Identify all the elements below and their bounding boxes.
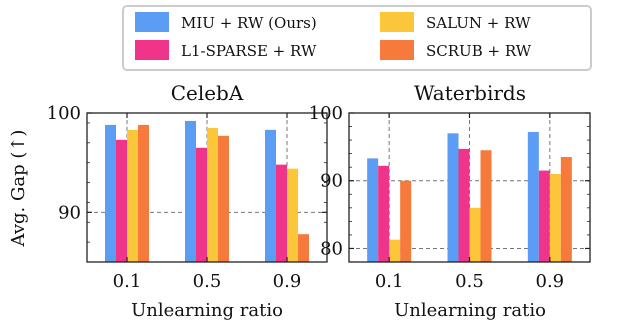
bar bbox=[458, 148, 470, 262]
bar bbox=[207, 127, 218, 263]
legend-swatch-miu bbox=[135, 12, 169, 32]
y-axis-label: Avg. Gap (↑) bbox=[8, 130, 29, 248]
bar bbox=[138, 124, 149, 262]
bar bbox=[367, 158, 379, 262]
bar bbox=[298, 234, 309, 262]
legend-swatch-scrub bbox=[380, 40, 414, 60]
bar bbox=[185, 120, 196, 263]
bar bbox=[527, 131, 539, 262]
x-axis-label-waterbirds: Unlearning ratio bbox=[394, 300, 546, 321]
bar bbox=[116, 139, 127, 262]
x-tick-label: 0.5 bbox=[193, 271, 222, 292]
legend-frame bbox=[122, 5, 592, 71]
bar bbox=[378, 165, 390, 262]
panel-title-waterbirds: Waterbirds bbox=[414, 81, 526, 105]
x-tick-label: 0.9 bbox=[536, 271, 565, 292]
bar bbox=[127, 129, 138, 262]
x-tick-label: 0.5 bbox=[455, 271, 484, 292]
legend: MIU + RW (Ours) L1-SPARSE + RW SALUN + R… bbox=[122, 5, 592, 71]
celeba-panel: 90 100 0.1 0.5 0.9 bbox=[47, 103, 328, 292]
legend-swatch-salun bbox=[380, 12, 414, 32]
x-tick-label: 0.9 bbox=[273, 271, 302, 292]
y-tick-label: 100 bbox=[309, 103, 343, 124]
legend-label-l1: L1-SPARSE + RW bbox=[181, 42, 317, 60]
bar bbox=[196, 147, 207, 262]
waterbirds-panel: 80 90 100 0.1 0.5 0.9 bbox=[309, 103, 591, 292]
y-tick-label: 100 bbox=[47, 103, 81, 124]
panel-title-celeba: CelebA bbox=[171, 81, 244, 105]
legend-label-miu: MIU + RW (Ours) bbox=[181, 14, 317, 32]
legend-label-salun: SALUN + RW bbox=[426, 14, 531, 32]
bar bbox=[447, 133, 459, 262]
x-tick-label: 0.1 bbox=[375, 271, 404, 292]
bar bbox=[549, 173, 561, 262]
bar bbox=[480, 150, 492, 262]
bar bbox=[265, 129, 276, 262]
y-tick-label: 90 bbox=[58, 202, 81, 223]
bar bbox=[218, 135, 229, 262]
y-tick-label: 90 bbox=[320, 171, 343, 192]
bar bbox=[276, 164, 287, 262]
legend-swatch-l1 bbox=[135, 40, 169, 60]
y-tick-label: 80 bbox=[320, 238, 343, 259]
bar bbox=[287, 168, 298, 262]
bar bbox=[538, 170, 550, 262]
bar bbox=[389, 239, 401, 262]
bar bbox=[560, 157, 572, 262]
bar bbox=[105, 124, 116, 262]
x-axis-label-celeba: Unlearning ratio bbox=[131, 300, 283, 321]
x-tick-label: 0.1 bbox=[113, 271, 142, 292]
bar bbox=[469, 207, 481, 262]
legend-label-scrub: SCRUB + RW bbox=[426, 42, 532, 60]
bar bbox=[400, 180, 412, 262]
